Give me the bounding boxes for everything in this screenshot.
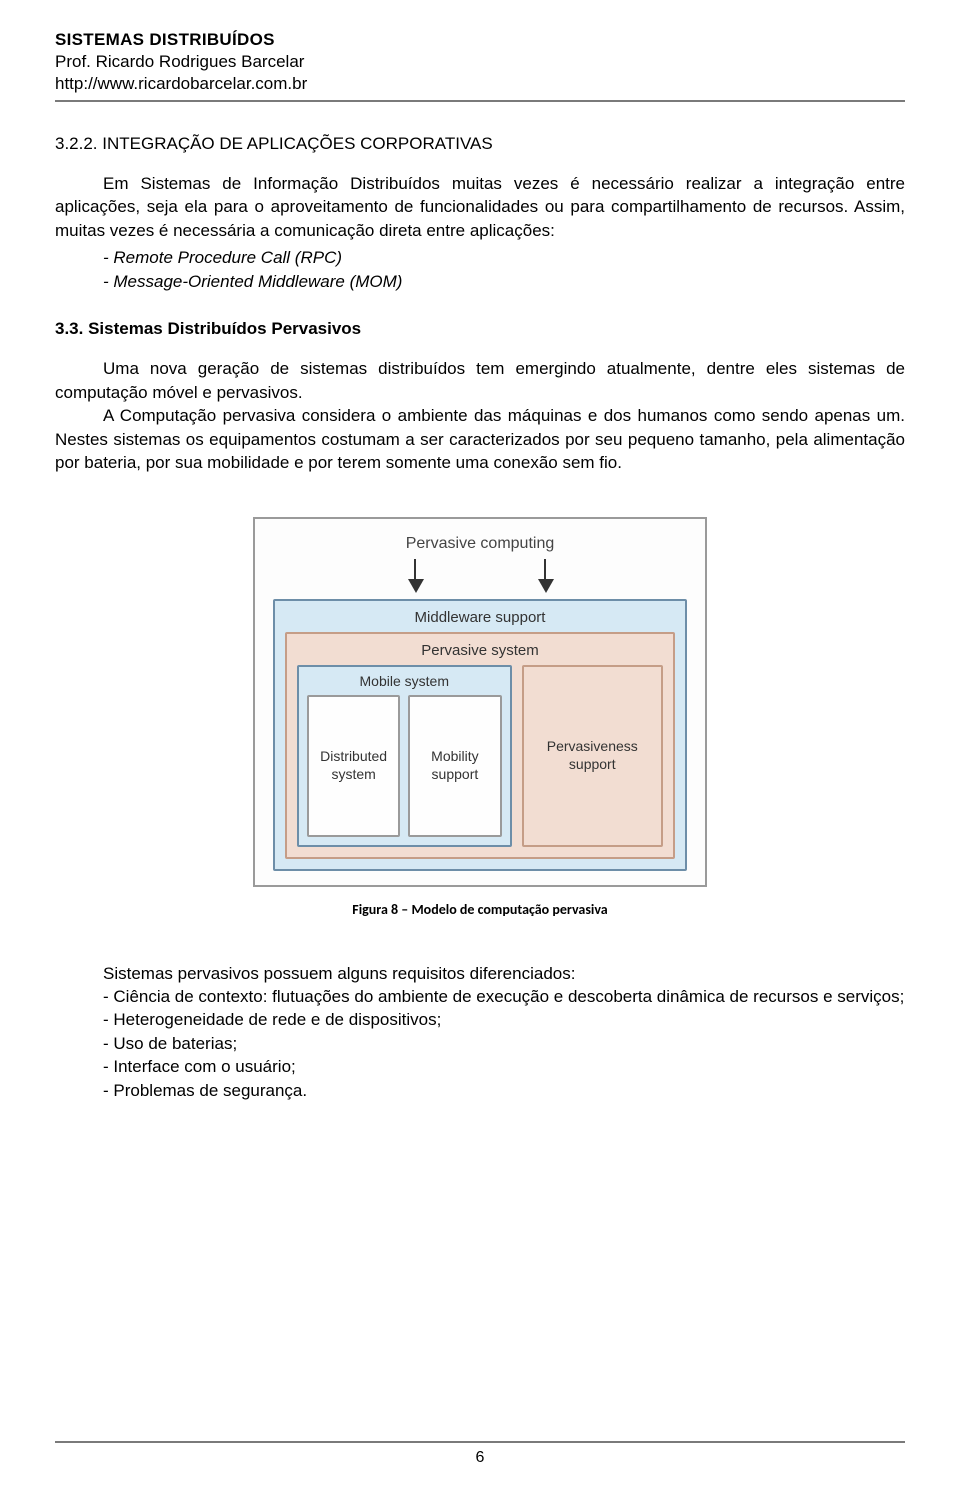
pervasive-system-label: Pervasive system	[297, 642, 663, 659]
section-title-3-3: 3.3. Sistemas Distribuídos Pervasivos	[55, 319, 905, 339]
requirements-item: - Uso de baterias;	[55, 1032, 905, 1055]
footer-divider	[55, 1441, 905, 1443]
list-item: - Message-Oriented Middleware (MOM)	[55, 270, 905, 293]
mobility-support-box: Mobility support	[408, 695, 501, 837]
middleware-box: Middleware support Pervasive system Mobi…	[273, 599, 687, 871]
list-item: - Remote Procedure Call (RPC)	[55, 246, 905, 269]
professor-line: Prof. Ricardo Rodrigues Barcelar	[55, 52, 905, 72]
requirements-lead: Sistemas pervasivos possuem alguns requi…	[55, 962, 905, 985]
middleware-label: Middleware support	[285, 609, 675, 626]
paragraph-2: Uma nova geração de sistemas distribuído…	[55, 357, 905, 404]
pervasiveness-support-box: Pervasiveness support	[522, 665, 663, 847]
requirements-item: - Interface com o usuário;	[55, 1055, 905, 1078]
arrows-row	[273, 559, 687, 599]
mobile-row: Distributed system Mobility support	[307, 695, 502, 837]
paragraph-1: Em Sistemas de Informação Distribuídos m…	[55, 172, 905, 242]
mobile-system-label: Mobile system	[307, 673, 502, 689]
distributed-system-box: Distributed system	[307, 695, 400, 837]
pervasive-row: Mobile system Distributed system Mobilit…	[297, 665, 663, 847]
requirements-item: - Problemas de segurança.	[55, 1079, 905, 1102]
pervasive-system-box: Pervasive system Mobile system Distribut…	[285, 632, 675, 859]
figure-outer-box: Pervasive computing Middleware support P…	[253, 517, 707, 887]
mobile-system-box: Mobile system Distributed system Mobilit…	[297, 665, 512, 847]
figure-caption: Figura 8 – Modelo de computação pervasiv…	[352, 901, 607, 918]
page-header: SISTEMAS DISTRIBUÍDOS Prof. Ricardo Rodr…	[55, 30, 905, 102]
rpc-mom-list: - Remote Procedure Call (RPC) - Message-…	[55, 246, 905, 293]
requirements-item: - Heterogeneidade de rede e de dispositi…	[55, 1008, 905, 1031]
figure-8: Pervasive computing Middleware support P…	[55, 517, 905, 918]
page-number: 6	[0, 1449, 960, 1467]
requirements-item: - Ciência de contexto: flutuações do amb…	[55, 985, 905, 1008]
header-divider	[55, 100, 905, 102]
requirements-block: Sistemas pervasivos possuem alguns requi…	[55, 962, 905, 1103]
url-line: http://www.ricardobarcelar.com.br	[55, 74, 905, 94]
figure-top-label: Pervasive computing	[273, 535, 687, 553]
section-number-heading: 3.2.2. INTEGRAÇÃO DE APLICAÇÕES CORPORAT…	[55, 134, 905, 154]
paragraph-3: A Computação pervasiva considera o ambie…	[55, 404, 905, 474]
course-title: SISTEMAS DISTRIBUÍDOS	[55, 30, 905, 50]
